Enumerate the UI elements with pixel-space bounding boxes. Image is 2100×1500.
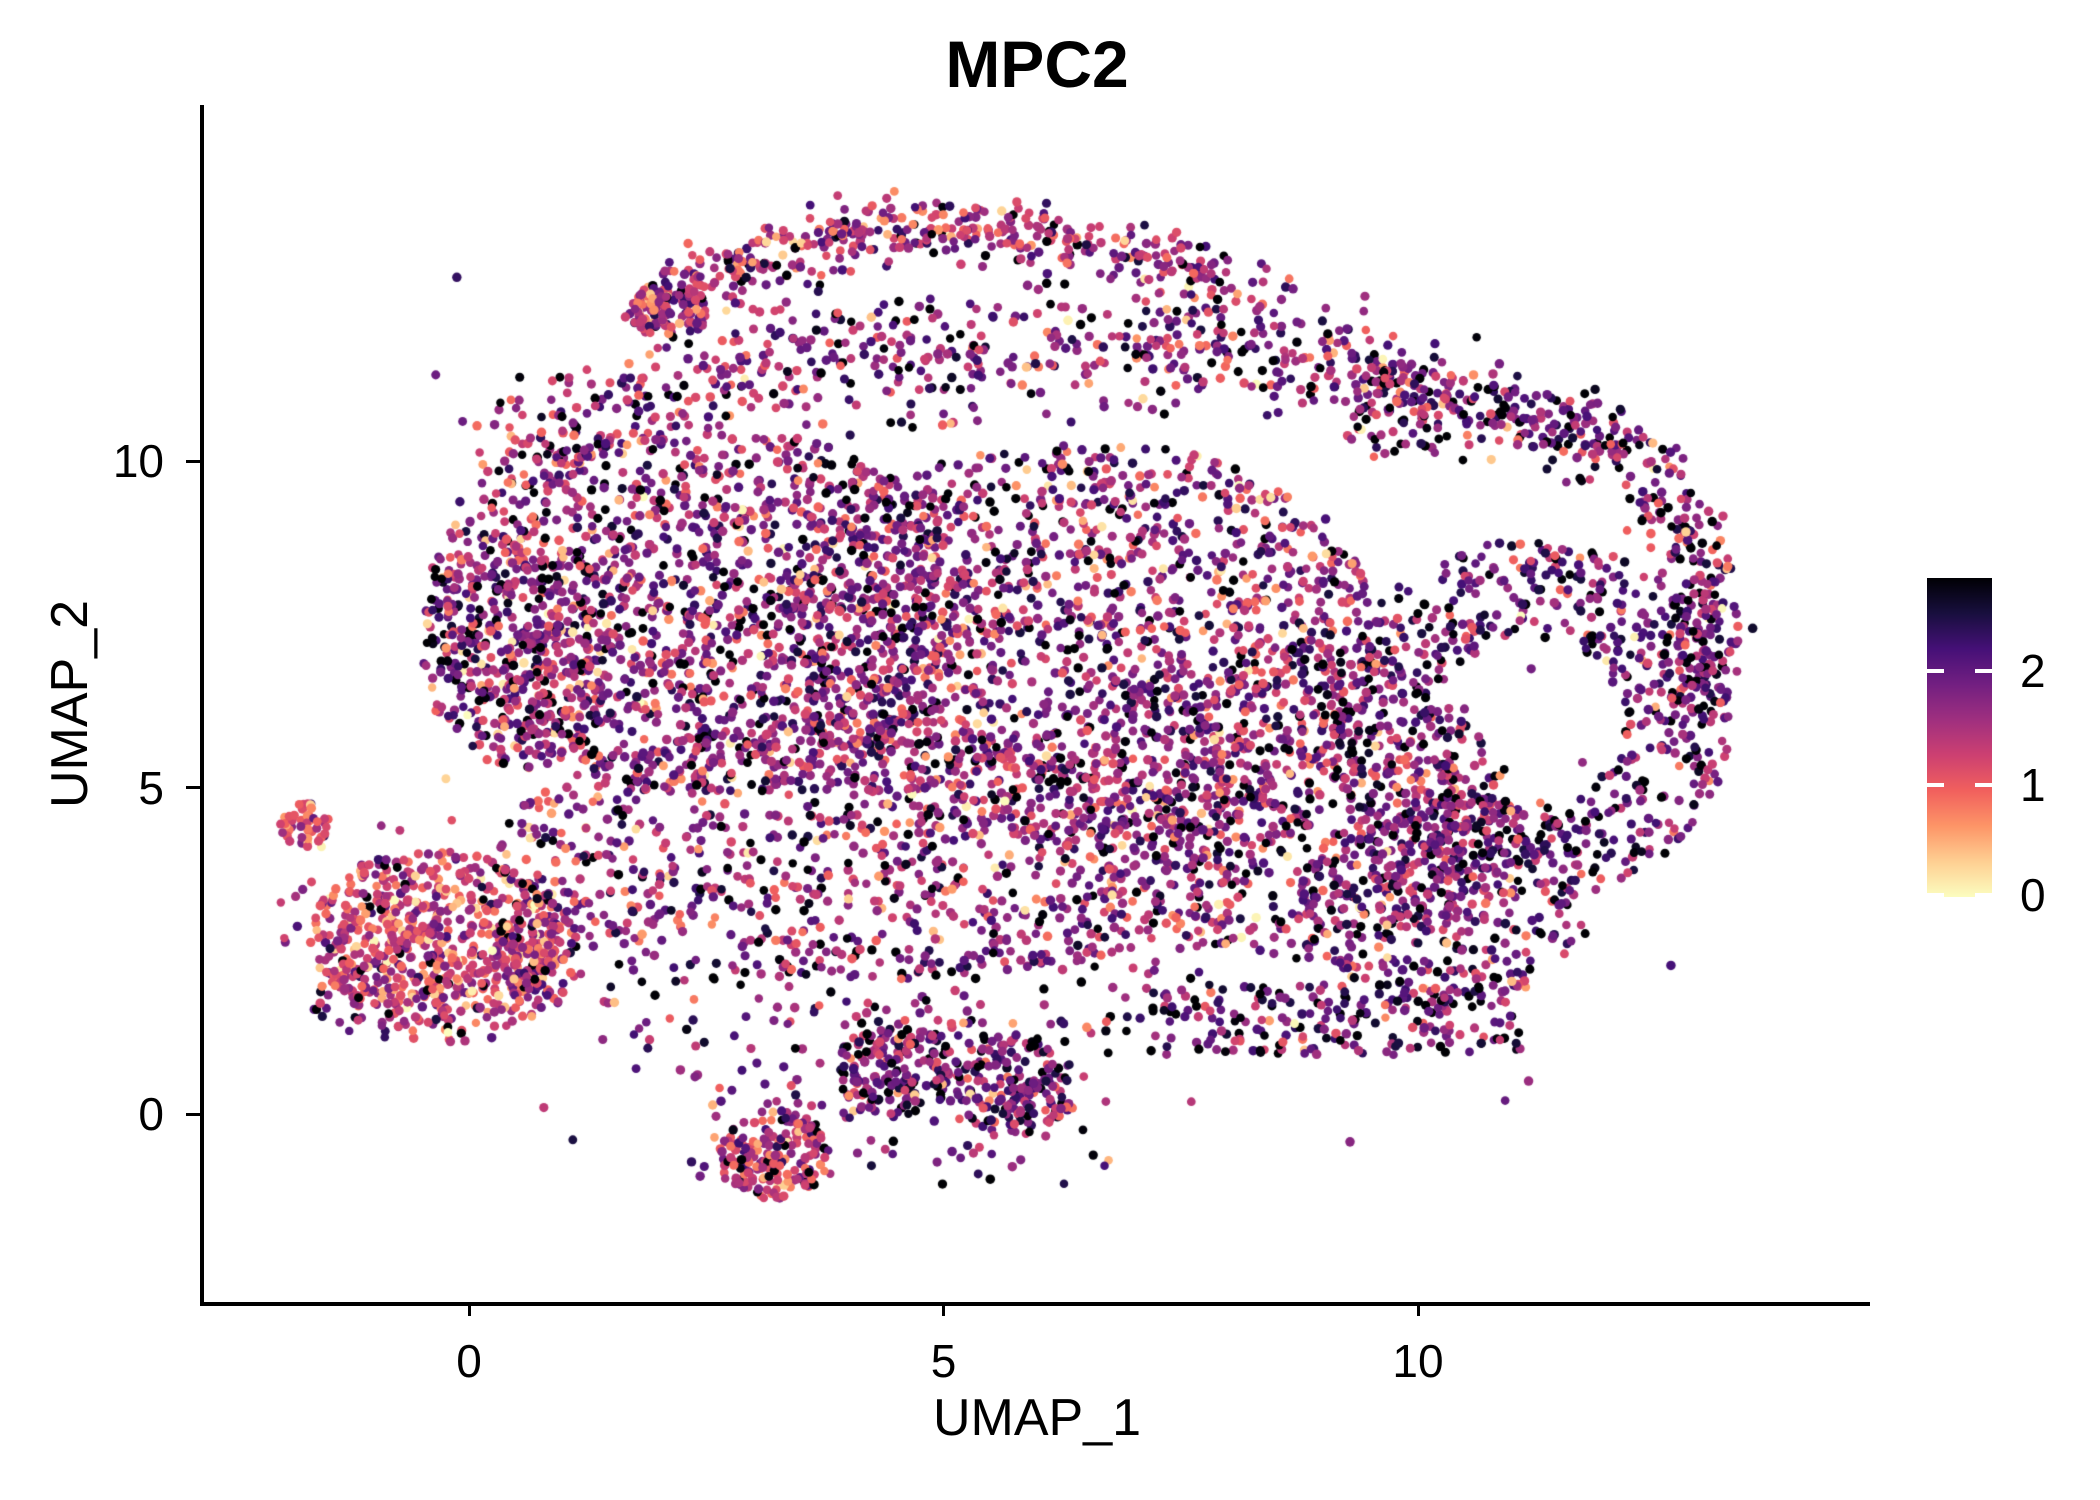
- colorbar-tick-label: 1: [2020, 759, 2046, 812]
- x-tick-mark: [467, 1302, 471, 1316]
- x-axis-title: UMAP_1: [932, 1389, 1142, 1447]
- colorbar-tick-mark: [1975, 669, 1992, 674]
- plot-title: MPC2: [945, 27, 1129, 101]
- y-tick-mark: [186, 786, 200, 789]
- x-tick-label: 10: [1392, 1335, 1444, 1387]
- y-axis-title: UMAP_2: [41, 599, 99, 809]
- colorbar-tick-mark: [1927, 783, 1944, 788]
- x-tick-label: 0: [456, 1335, 482, 1387]
- x-axis-line: [200, 1302, 1870, 1306]
- y-tick-mark: [186, 459, 200, 463]
- colorbar-tick-mark: [1927, 893, 1944, 897]
- x-tick-label: 5: [930, 1335, 957, 1387]
- y-tick-label: 10: [112, 435, 164, 487]
- colorbar-tick-mark: [1975, 893, 1992, 897]
- colorbar-tick-mark: [1975, 783, 1992, 788]
- colorbar-tick-mark: [1927, 669, 1944, 674]
- x-tick-mark: [942, 1302, 945, 1316]
- x-tick-mark: [1416, 1302, 1420, 1316]
- colorbar-tick-label: 0: [2020, 869, 2046, 921]
- y-axis-line: [200, 105, 204, 1306]
- colorbar-tick-label: 2: [2020, 645, 2046, 698]
- y-tick-mark: [186, 1112, 200, 1116]
- colorbar: [1927, 578, 1992, 897]
- y-tick-label: 5: [138, 761, 164, 814]
- y-tick-label: 0: [138, 1088, 164, 1140]
